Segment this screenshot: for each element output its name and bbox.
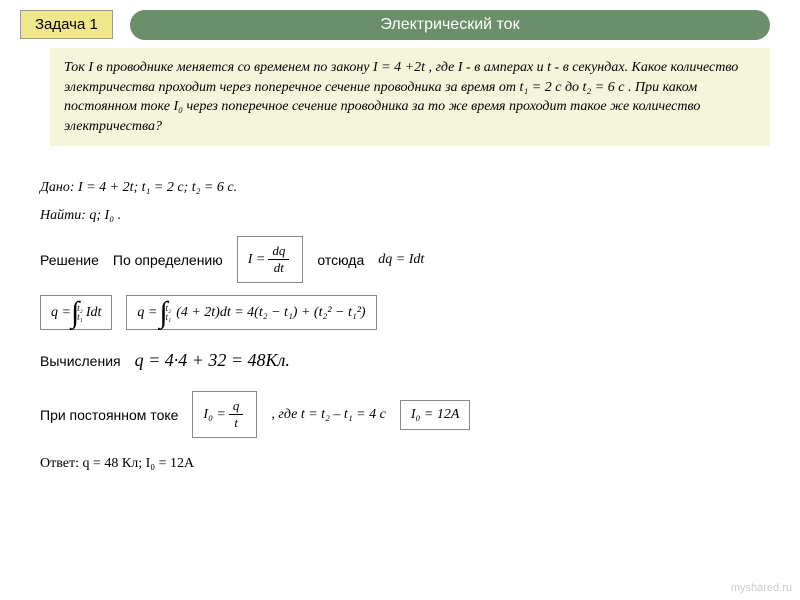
watermark: myshared.ru bbox=[731, 582, 792, 594]
formula-q-integral: q = ∫ t₂ t₁ Idt bbox=[40, 295, 112, 330]
int-bot2: t₁ bbox=[166, 313, 172, 322]
q-int-left: q = bbox=[51, 305, 71, 321]
given-line: Дано: I = 4 + 2t; t₁ = 2 c; t₂ = 6 c. bbox=[40, 180, 770, 196]
I-def-left: I = bbox=[248, 252, 266, 268]
I0-num: q bbox=[229, 398, 244, 415]
q-int-body: Idt bbox=[86, 305, 102, 321]
solution-row-1: Решение По определению I = dq dt отсюда … bbox=[40, 236, 770, 283]
by-definition-label: По определению bbox=[113, 252, 223, 268]
formula-q-long: q = ∫ t₂ t₁ (4 + 2t)dt = 4(t₂ − t₁) + (t… bbox=[126, 295, 376, 330]
hence-label: отсюда bbox=[317, 252, 364, 268]
solution-row-2: q = ∫ t₂ t₁ Idt q = ∫ t₂ t₁ (4 + 2t)dt =… bbox=[40, 295, 770, 330]
formula-dq: dq = Idt bbox=[378, 252, 424, 268]
solution-label: Решение bbox=[40, 252, 99, 268]
formula-I0-val: I₀ = 12A bbox=[400, 400, 471, 430]
formula-I-def: I = dq dt bbox=[237, 236, 304, 283]
where-text: , где t = t₂ – t₁ = 4 c bbox=[271, 407, 385, 423]
calc-row: Вычисления q = 4·4 + 32 = 48Кл. bbox=[40, 350, 770, 371]
solution-area: Дано: I = 4 + 2t; t₁ = 2 c; t₂ = 6 c. На… bbox=[40, 180, 770, 484]
topic-header: Электрический ток bbox=[130, 10, 770, 40]
const-current-label: При постоянном токе bbox=[40, 407, 178, 423]
task-badge: Задача 1 bbox=[20, 10, 113, 39]
const-current-row: При постоянном токе I₀ = q t , где t = t… bbox=[40, 391, 770, 438]
I-def-den: dt bbox=[270, 260, 288, 276]
formula-I0: I₀ = q t bbox=[192, 391, 257, 438]
answer-row: Ответ: q = 48 Кл; I₀ = 12A bbox=[40, 456, 770, 472]
I-def-num: dq bbox=[268, 243, 289, 260]
q-long-left: q = bbox=[137, 305, 157, 321]
find-line: Найти: q; I₀ . bbox=[40, 208, 770, 224]
int-bot: t₁ bbox=[77, 313, 83, 322]
q-long-body: (4 + 2t)dt = 4(t₂ − t₁) + (t₂² − t₁²) bbox=[176, 305, 365, 321]
I0-den: t bbox=[230, 415, 242, 431]
calc-result: q = 4·4 + 32 = 48Кл. bbox=[135, 350, 290, 371]
calc-label: Вычисления bbox=[40, 353, 121, 369]
I0-left: I₀ = bbox=[203, 407, 225, 423]
problem-statement: Ток I в проводнике меняется со временем … bbox=[50, 48, 770, 146]
